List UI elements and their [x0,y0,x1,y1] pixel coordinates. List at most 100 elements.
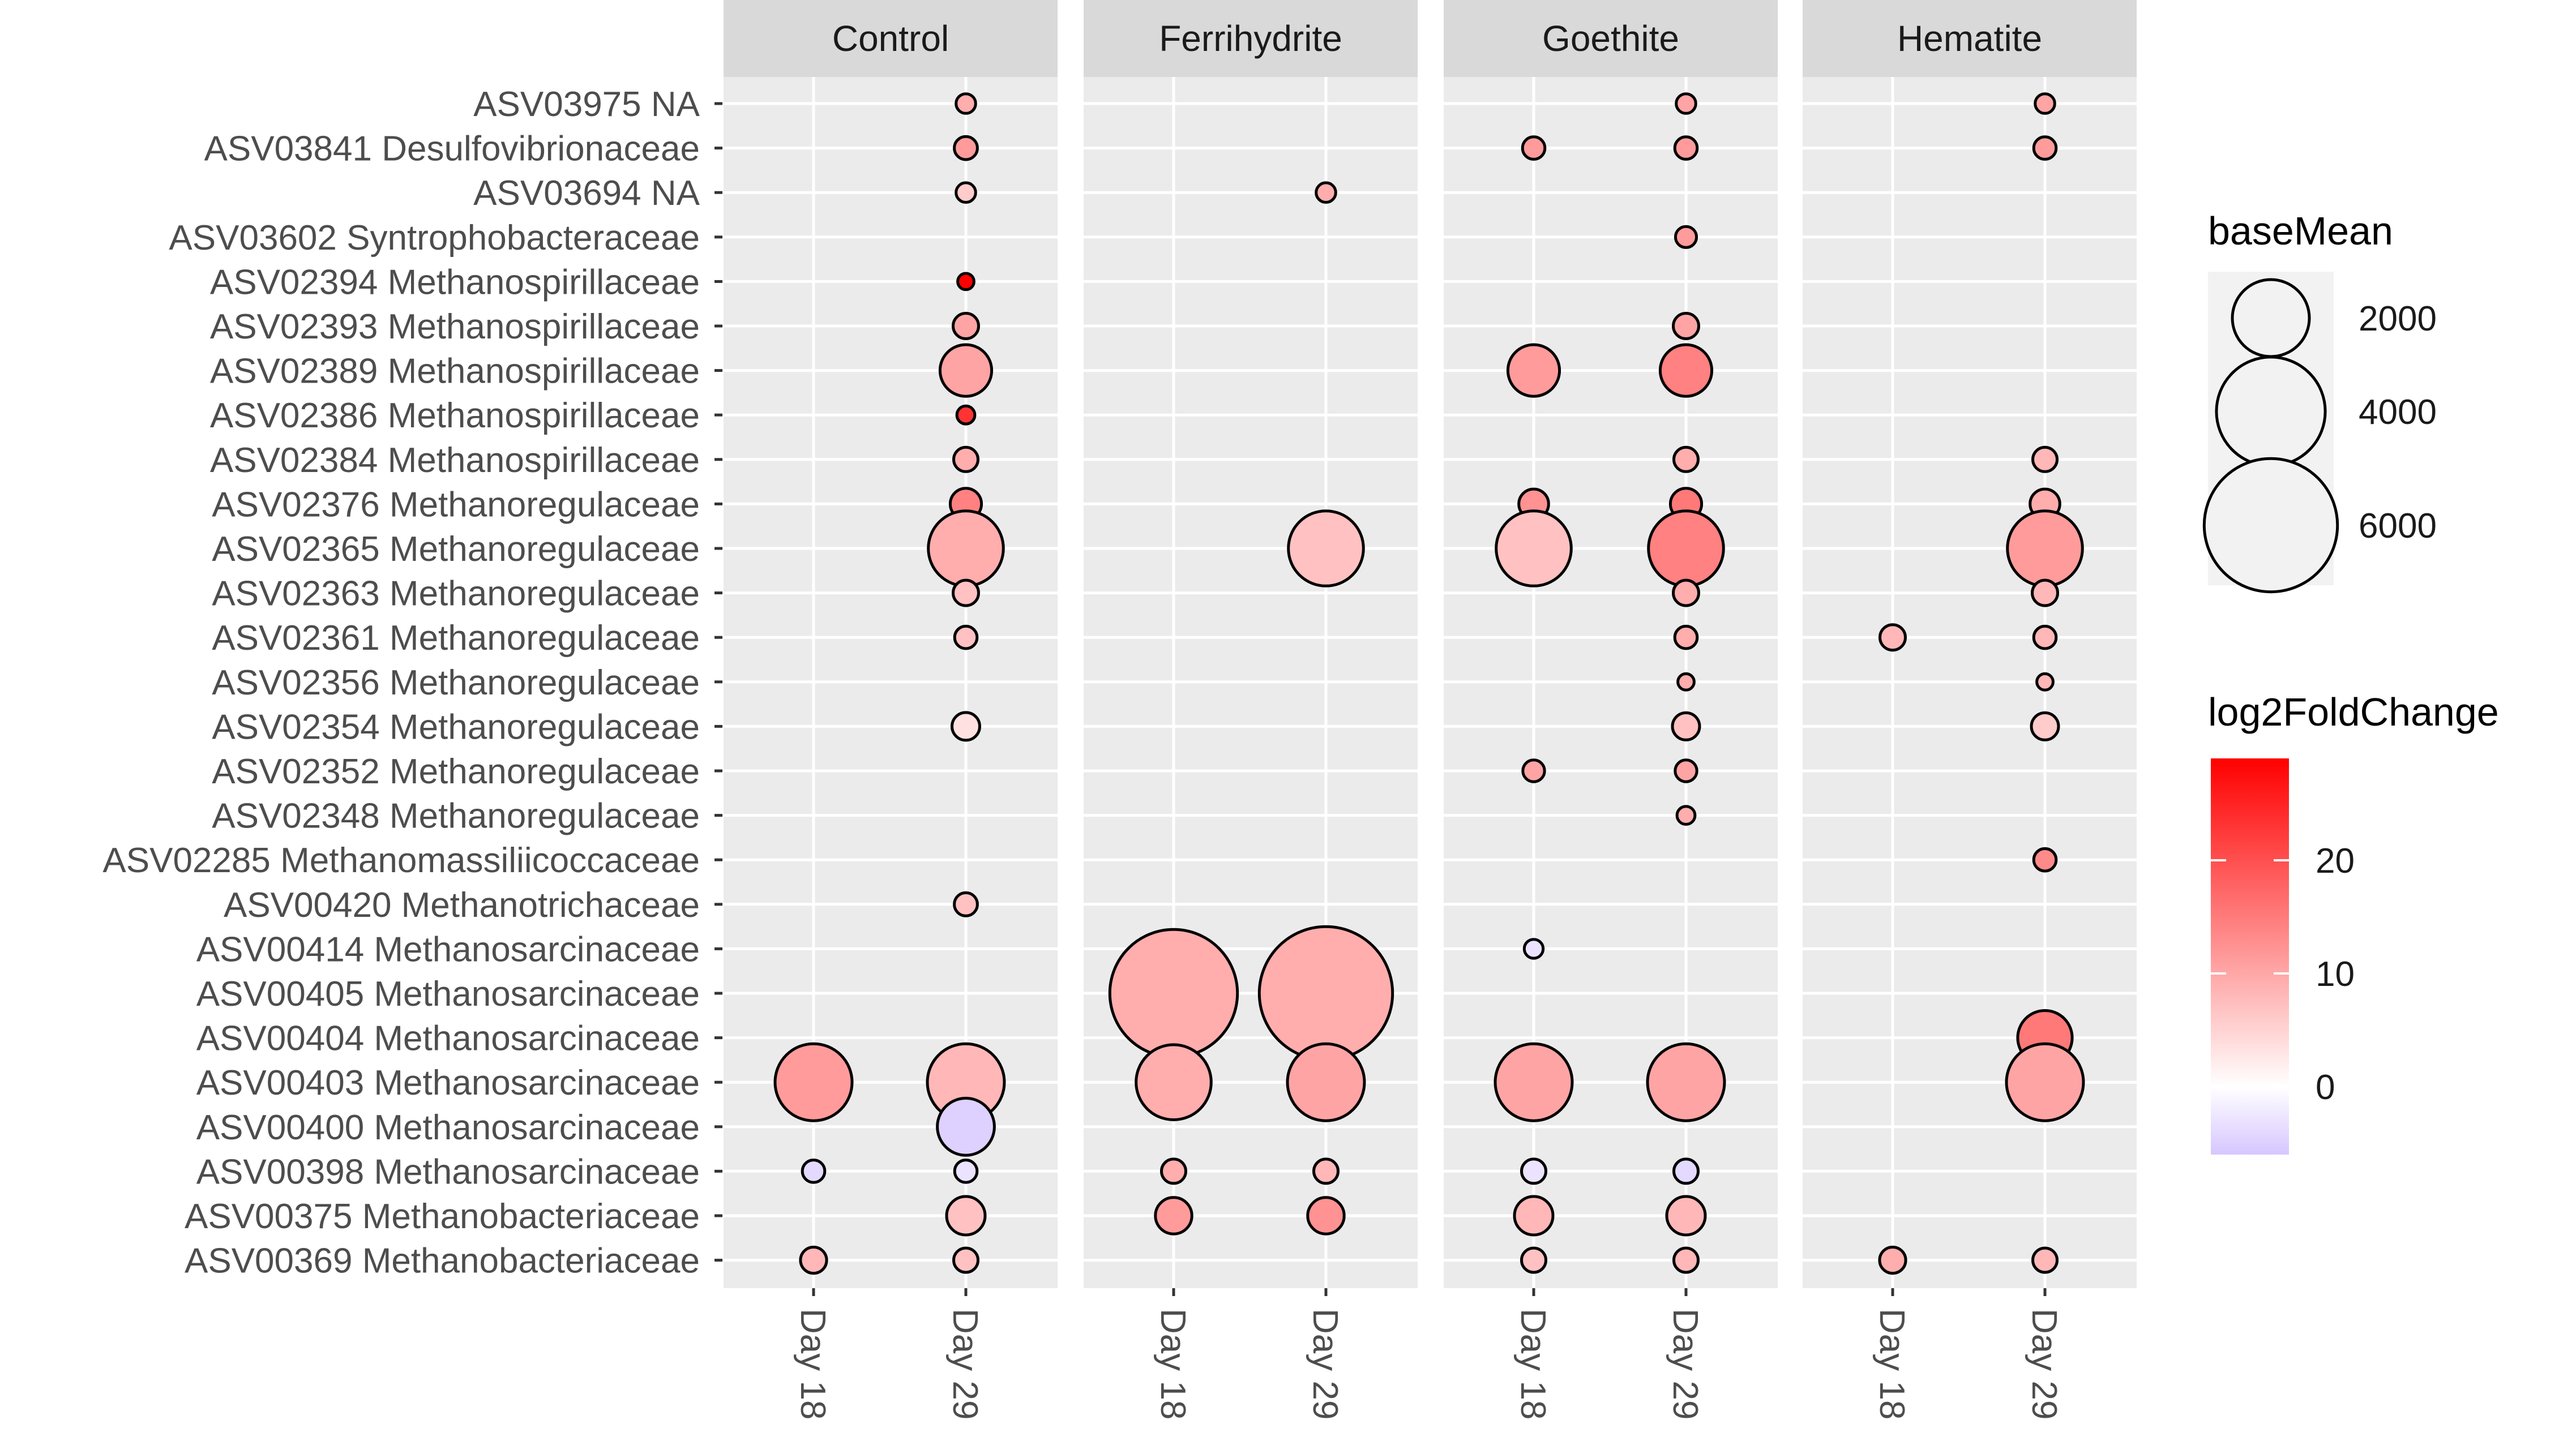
bubble-ferrihydrite-day-18 [1154,1196,1193,1236]
y-tick-label: ASV00403 Methanosarcinaceae [196,1063,700,1103]
y-tick-label: ASV02393 Methanospirillaceae [210,307,700,346]
bubble-goethite-day-29 [1673,624,1699,650]
facet-label-control: Control [832,18,949,59]
y-tick-label: ASV00404 Methanosarcinaceae [196,1019,700,1058]
bubble-goethite-day-29 [1671,711,1701,741]
bubble-goethite-day-29 [1674,758,1698,783]
legend: baseMean log2FoldChange 2000 4000 6000 0 10 2… [2202,209,2499,1155]
bubble-goethite-day-29 [1675,92,1697,115]
y-tick-label: ASV02384 Methanospirillaceae [210,441,700,480]
bubble-goethite-day-18 [1520,1246,1547,1274]
facet-control: Control Day 18 Day 29 [724,0,1058,1419]
facet-goethite: Goethite Day 18 Day 29 [1444,0,1778,1419]
x-tick-label-day-29: Day 29 [945,1309,985,1419]
bubble-goethite-day-29 [1674,225,1698,249]
y-tick-label: ASV02356 Methanoregulaceae [212,663,700,702]
bubble-goethite-day-18 [1494,1042,1574,1122]
y-tick-label: ASV02363 Methanoregulaceae [212,574,700,614]
bubble-goethite-day-29 [1676,672,1696,692]
size-legend-label-4000: 4000 [2359,393,2437,432]
bubble-control-day-29 [938,343,994,398]
bubble-goethite-day-18 [1522,938,1545,960]
bubble-goethite-day-29 [1673,135,1699,161]
y-tick-label: ASV02285 Methanomassiliicoccaceae [102,841,700,880]
y-tick-label: ASV00400 Methanosarcinaceae [196,1108,700,1147]
y-tick-label: ASV02348 Methanoregulaceae [212,797,700,836]
y-axis-labels: ASV03975 NA ASV03841 Desulfovibrionaceae A… [102,85,722,1281]
bubble-goethite-day-18 [1521,135,1547,161]
facet-hematite: Hematite Day 18 Day 29 [1803,0,2137,1419]
bubble-hematite-day-29 [2031,578,2059,607]
y-tick-label: ASV02352 Methanoregulaceae [212,752,700,791]
y-tick-label: ASV02386 Methanospirillaceae [210,396,700,435]
data-points [773,92,2085,1275]
bubble-control-day-18 [773,1042,854,1122]
bubble-ferrihydrite-day-29 [1306,1196,1346,1236]
bubble-control-day-29 [951,711,981,742]
bubble-goethite-day-29 [1672,578,1700,607]
bubble-control-day-29 [953,624,979,650]
facet-label-ferrihydrite: Ferrihydrite [1159,18,1342,59]
size-legend-circle-4000 [2215,355,2327,467]
bubble-control-day-29 [952,1246,979,1274]
y-tick-label: ASV02376 Methanoregulaceae [212,485,700,524]
bubble-goethite-day-29 [1675,805,1697,826]
bubble-goethite-day-29 [1672,1246,1700,1274]
size-legend-circle-6000 [2202,457,2339,594]
x-tick-label-day-29: Day 29 [1666,1309,1705,1419]
colorbar-label-10: 10 [2316,955,2355,994]
size-legend-label-6000: 6000 [2359,507,2437,546]
y-tick-label: ASV00375 Methanobacteriaceae [185,1197,700,1236]
bubble-goethite-day-29 [1672,445,1700,473]
bubble-control-day-29 [952,578,980,607]
bubble-hematite-day-29 [2032,624,2058,650]
bubble-ferrihydrite-day-29 [1312,1157,1340,1185]
y-tick-label: ASV03694 NA [473,174,700,213]
bubble-goethite-day-18 [1513,1195,1555,1237]
facet-strip-ferrihydrite [1084,0,1418,77]
bubble-control-day-18 [801,1159,827,1184]
x-tick-label-day-18: Day 18 [793,1309,832,1419]
x-tick-label-day-29: Day 29 [1306,1309,1345,1419]
x-tick-label-day-18: Day 18 [1872,1309,1911,1419]
facet-label-goethite: Goethite [1542,18,1679,59]
bubble-control-day-29 [955,92,977,115]
bubble-goethite-day-29 [1665,1195,1707,1237]
bubble-ferrihydrite-day-18 [1135,1043,1213,1121]
bubble-goethite-day-18 [1506,343,1561,398]
bubble-control-day-29 [953,1159,979,1184]
bubble-goethite-day-18 [1495,509,1573,587]
facet-strip-control [724,0,1058,77]
y-tick-label: ASV02389 Methanospirillaceae [210,352,700,391]
y-tick-label: ASV03975 NA [473,85,700,124]
facet-ferrihydrite: Ferrihydrite Day 18 Day 29 [1084,0,1418,1419]
x-tick-label-day-18: Day 18 [1153,1309,1192,1419]
bubble-ferrihydrite-day-18 [1160,1157,1187,1185]
bubble-control-day-29 [945,1195,987,1237]
y-tick-label: ASV00420 Methanotrichaceae [224,886,700,925]
bubble-goethite-day-29 [1647,509,1725,587]
bubble-hematite-day-29 [2032,847,2058,873]
bubble-ferrihydrite-day-29 [1257,925,1394,1062]
y-tick-label: ASV03602 Syntrophobacteraceae [169,218,700,258]
bubble-ferrihydrite-day-29 [1286,1042,1366,1122]
bubble-control-day-29 [952,312,980,340]
bubble-ferrihydrite-day-18 [1108,928,1239,1059]
bubble-hematite-day-29 [2006,509,2084,587]
bubble-control-day-29 [953,891,979,917]
bubble-hematite-day-29 [2031,445,2059,473]
bubble-goethite-day-18 [1520,1157,1547,1185]
size-legend-title: baseMean [2208,209,2393,253]
bubble-goethite-day-29 [1658,343,1714,398]
bubble-hematite-day-29 [2035,672,2055,692]
y-tick-label: ASV00369 Methanobacteriaceae [185,1242,700,1281]
bubble-hematite-day-18 [1878,1246,1907,1275]
bubble-goethite-day-29 [1672,1157,1700,1185]
bubble-goethite-day-18 [1521,758,1546,783]
bubble-hematite-day-29 [2005,1042,2085,1122]
bubble-goethite-day-29 [1646,1042,1726,1122]
bubble-ferrihydrite-day-29 [1287,509,1365,587]
bubble-hematite-day-29 [2034,92,2056,115]
bubble-control-day-29 [953,135,979,161]
